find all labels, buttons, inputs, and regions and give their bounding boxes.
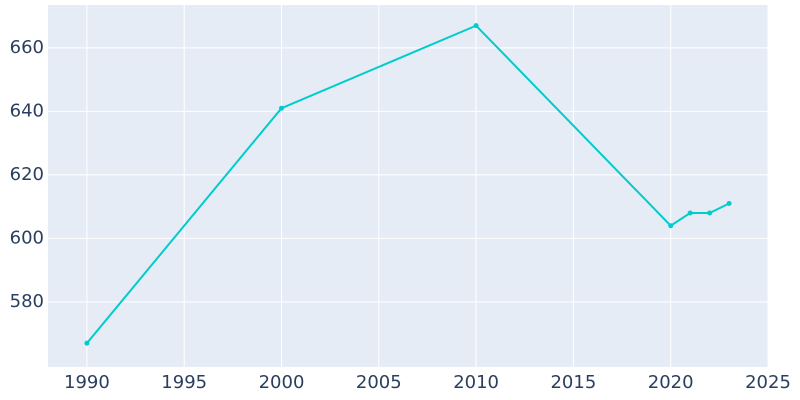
y-tick-label: 580	[10, 291, 44, 312]
x-tick-label: 2020	[648, 372, 694, 393]
y-tick-label: 660	[10, 37, 44, 58]
y-tick-label: 640	[10, 100, 44, 121]
x-tick-label: 2025	[745, 372, 791, 393]
marker	[668, 223, 674, 229]
marker	[687, 210, 693, 216]
y-tick-label: 620	[10, 164, 44, 185]
marker	[84, 340, 90, 346]
marker	[726, 200, 732, 206]
marker	[707, 210, 713, 216]
y-tick-label: 600	[10, 227, 44, 248]
x-tick-label: 1995	[161, 372, 207, 393]
x-tick-label: 2005	[356, 372, 402, 393]
x-tick-label: 2010	[453, 372, 499, 393]
marker	[473, 23, 479, 29]
x-tick-label: 2015	[550, 372, 596, 393]
plot-area	[48, 5, 768, 367]
marker	[279, 105, 285, 111]
x-tick-label: 1990	[64, 372, 110, 393]
x-tick-label: 2000	[259, 372, 305, 393]
